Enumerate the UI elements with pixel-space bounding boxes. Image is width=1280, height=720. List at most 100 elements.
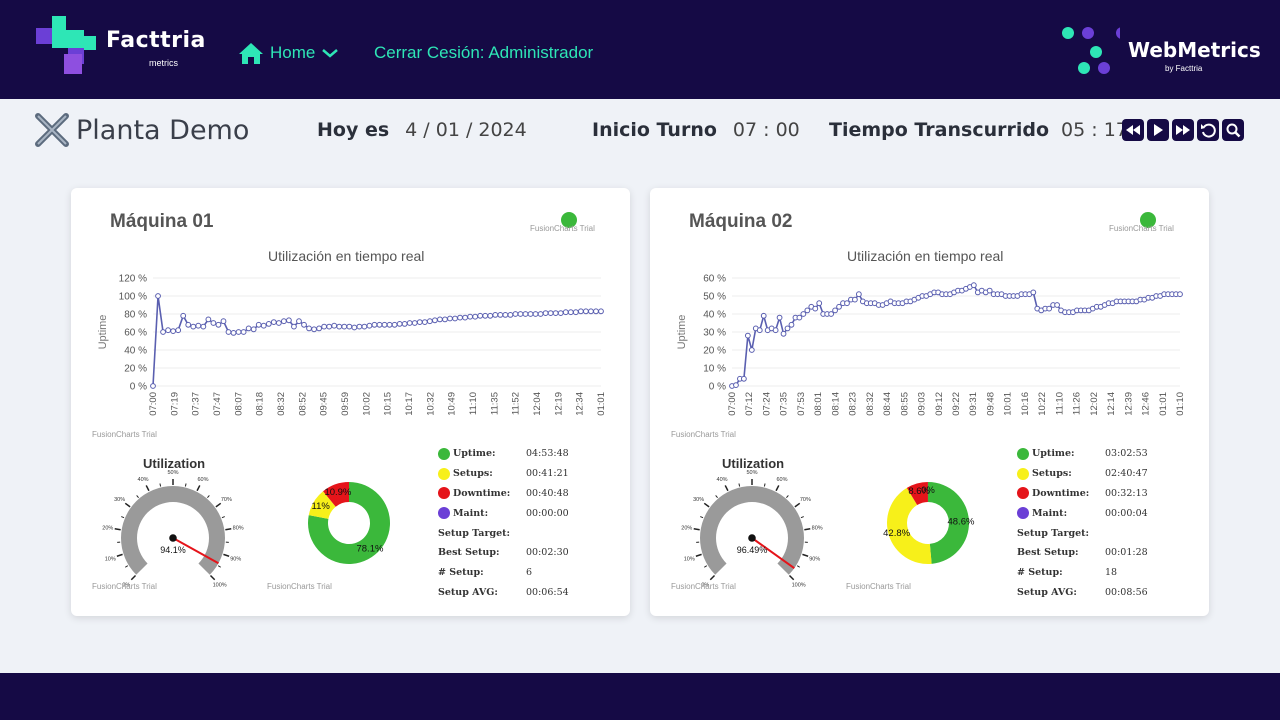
x-tick-label: 09:22 [951, 392, 962, 416]
gauge-tick [121, 516, 125, 519]
home-menu[interactable]: Home [238, 41, 339, 65]
x-tick-label: 07:00 [727, 392, 738, 416]
stat-label-text: Setup Target: [1017, 527, 1090, 539]
data-point [286, 317, 292, 324]
x-tick-label: 08:55 [899, 392, 910, 416]
data-point [477, 312, 484, 319]
data-point [552, 310, 559, 316]
y-tick-label: 30 % [703, 328, 726, 339]
stat-label: Setups: [438, 467, 526, 480]
gauge-tick [775, 485, 780, 492]
data-point [396, 321, 403, 327]
data-point [796, 314, 803, 321]
data-point [230, 330, 237, 336]
legend-dot-icon [1017, 447, 1029, 460]
logout-link[interactable]: Cerrar Cesión: Administrador [374, 43, 594, 62]
stat-row: Downtime: 00:40:48 [438, 484, 618, 504]
gauge-tick-label: 100% [213, 583, 227, 589]
y-tick-label: 40 % [703, 310, 726, 321]
stat-value: 18 [1105, 567, 1118, 579]
data-point [482, 312, 489, 319]
y-tick-label: 80 % [124, 310, 147, 321]
data-point [366, 322, 373, 329]
legend-dot-icon [438, 487, 450, 500]
stat-label: Maint: [1017, 507, 1105, 520]
today-label: Hoy es [317, 119, 390, 141]
x-tick-label: 09:59 [340, 392, 351, 416]
footer-bar [0, 673, 1280, 720]
data-point [598, 308, 604, 315]
fast-forward-button[interactable] [1172, 119, 1194, 141]
data-point [381, 321, 388, 328]
x-tick-label: 10:01 [1003, 392, 1014, 416]
machine-title: Máquina 01 [110, 211, 214, 232]
data-point [776, 314, 783, 321]
data-point [421, 319, 428, 325]
data-point [537, 311, 544, 317]
gauge-tick [724, 485, 729, 492]
gauge-needle [751, 537, 795, 570]
plant-header: Planta Demo [34, 112, 249, 148]
gauge-tick [114, 528, 121, 531]
x-tick-label: 08:32 [865, 392, 876, 416]
x-tick-label: 10:49 [447, 392, 458, 416]
top-bar: Facttria metrics Home Cerrar Cesión: Adm… [0, 0, 1280, 99]
x-tick-label: 11:35 [489, 392, 500, 415]
refresh-button[interactable] [1197, 119, 1219, 141]
x-tick-label: 10:22 [1037, 392, 1048, 416]
data-point [235, 329, 242, 335]
gauge-tick-label: 10% [105, 556, 116, 562]
gauge-tick-label: 90% [230, 556, 241, 562]
legend-dot-icon [1017, 467, 1029, 480]
data-point [572, 309, 579, 316]
rewind-button[interactable] [1122, 119, 1144, 141]
stat-label-text: Maint: [1032, 507, 1068, 519]
x-tick-label: 01:10 [1175, 392, 1186, 416]
x-tick-label: 12:14 [1106, 392, 1117, 416]
x-tick-label: 08:52 [297, 392, 308, 416]
gauge-tick-label: 0% [122, 583, 130, 589]
data-point [411, 320, 418, 326]
y-tick-label: 20 % [703, 346, 726, 357]
gauge-tick [124, 502, 131, 508]
data-point [165, 327, 172, 334]
search-icon [1226, 123, 1241, 138]
y-tick-label: 10 % [703, 364, 726, 375]
data-point [740, 375, 747, 382]
gauge-tick [738, 483, 741, 487]
stat-label-text: Downtime: [453, 487, 511, 499]
data-point [507, 312, 514, 318]
data-point [346, 323, 353, 330]
gauge-tick [796, 565, 801, 568]
x-tick-label: 07:35 [779, 392, 790, 416]
elapsed-value: 05 : 17 [1061, 119, 1128, 141]
data-point [341, 323, 348, 330]
data-point [547, 310, 554, 316]
data-point [577, 308, 584, 315]
data-point [816, 300, 823, 307]
x-tick-label: 08:14 [830, 392, 841, 416]
x-tick-label: 07:37 [191, 392, 202, 416]
gauge-tick-label: 50% [746, 470, 757, 476]
data-point [255, 321, 262, 328]
stat-label: Setup Target: [438, 528, 526, 539]
stat-label: Downtime: [1017, 487, 1105, 500]
stat-value: 00:40:48 [526, 487, 569, 499]
x-tick-label: 07:47 [212, 392, 223, 416]
data-point [356, 323, 363, 330]
data-point [386, 321, 393, 328]
gauge-tick [786, 495, 789, 499]
search-button[interactable] [1222, 119, 1244, 141]
facttria-logo[interactable]: Facttria metrics [34, 14, 205, 78]
data-point [270, 319, 277, 325]
gauge-tick-label: 100% [792, 583, 806, 589]
trial-watermark: FusionCharts Trial [1109, 224, 1174, 233]
gauge-tick [130, 574, 137, 581]
data-point [457, 314, 463, 321]
gauge-tick [124, 565, 129, 568]
stat-label: Uptime: [438, 447, 526, 460]
stat-value: 00:08:56 [1105, 586, 1148, 598]
data-point [804, 307, 811, 314]
play-button[interactable] [1147, 119, 1169, 141]
y-tick-label: 0 % [709, 382, 726, 393]
